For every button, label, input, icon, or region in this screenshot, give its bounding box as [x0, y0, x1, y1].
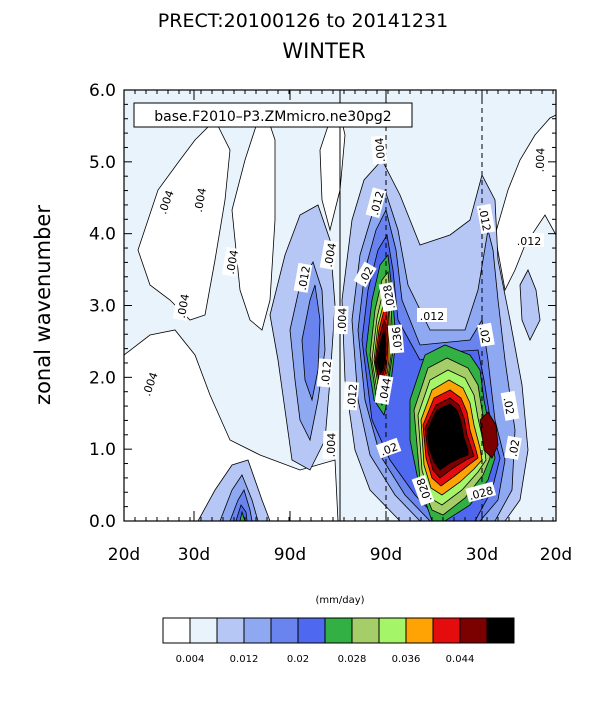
region-044-east-right — [479, 411, 499, 459]
contour-label: .012 — [345, 383, 360, 409]
contour-label: .012 — [319, 360, 334, 386]
x-tick-label: 20d — [540, 545, 572, 565]
contour-label: .012 — [517, 235, 542, 248]
x-tick-label: 30d — [466, 545, 498, 565]
case-label-box — [133, 102, 413, 128]
colorbar-tick-label: 0.036 — [392, 654, 421, 665]
contour-label: .004 — [534, 148, 548, 173]
x-tick-label: 20d — [108, 545, 140, 565]
case-label: base.F2010–P3.ZMmicro.ne30pg2 — [154, 109, 391, 125]
contour-label: .004 — [224, 249, 241, 275]
y-tick-label: 0.0 — [89, 512, 116, 532]
contour-label: .004 — [175, 293, 192, 319]
y-tick-label: 3.0 — [89, 297, 116, 317]
colorbar-swatch — [162, 617, 191, 644]
level-048-regions — [376, 329, 469, 471]
colorbar-swatch — [486, 617, 515, 644]
region-white-mid — [231, 109, 276, 331]
contour-label: .004 — [325, 433, 339, 458]
colorbar-tick-label: 0.02 — [287, 654, 309, 665]
contour-label: .028 — [468, 484, 495, 503]
colorbar-swatch — [189, 617, 218, 644]
contour-label: .044 — [377, 377, 394, 403]
colorbar-swatch — [243, 617, 272, 644]
colorbar-tick-label: 0.028 — [338, 654, 367, 665]
region-024-bottom — [239, 510, 246, 521]
colorbar-tick-label: 0.044 — [446, 654, 475, 665]
contour-label: .004 — [336, 308, 350, 333]
colorbar-tick-label: 0.004 — [176, 654, 205, 665]
x-axis: 20d 30d 90d 90d 30d 20d — [108, 90, 572, 565]
contour-label: .028 — [381, 284, 398, 310]
contour-label: .012 — [476, 206, 493, 232]
colorbar-tick-label: 0.012 — [230, 654, 259, 665]
colorbar-unit-label: (mm/day) — [315, 595, 364, 606]
region-048-east — [426, 403, 469, 471]
contour-label: .012 — [368, 190, 387, 217]
contour-label: .02 — [379, 440, 400, 458]
contour-label: .02 — [477, 325, 493, 344]
colorbar-swatch — [459, 617, 488, 644]
y-tick-label: 5.0 — [89, 153, 116, 173]
colorbar-swatch — [432, 617, 461, 644]
y-tick-label: 1.0 — [89, 440, 116, 460]
colorbar-swatch — [297, 617, 326, 644]
contour-label: .02 — [507, 438, 523, 457]
x-tick-label: 30d — [178, 545, 210, 565]
contour-label: .004 — [322, 242, 339, 268]
y-axis: 0.0 1.0 2.0 3.0 4.0 5.0 6.0 — [89, 81, 556, 532]
region-white-upper-left — [137, 119, 231, 321]
colorbar-swatch — [405, 617, 434, 644]
colorbar — [162, 617, 515, 644]
chart-title: PRECT:20100126 to 20141231 — [158, 10, 448, 32]
y-axis-label: zonal wavenumber — [31, 205, 55, 405]
contour-label: .036 — [390, 326, 405, 352]
y-tick-label: 2.0 — [89, 368, 116, 388]
region-048-west — [376, 329, 386, 375]
chart-subtitle: WINTER — [282, 39, 365, 63]
colorbar-tick-labels: 0.004 0.012 0.02 0.028 0.036 0.044 — [176, 654, 475, 665]
region-white-bottom-left — [124, 329, 339, 521]
y-tick-label: 6.0 — [89, 81, 116, 101]
contour-label: .012 — [296, 265, 313, 291]
x-tick-label: 90d — [370, 545, 402, 565]
x-tick-label: 90d — [274, 545, 306, 565]
colorbar-swatch — [270, 617, 299, 644]
contour-label: .004 — [192, 187, 209, 213]
colorbar-swatch — [324, 617, 353, 644]
contour-label: .02 — [501, 396, 517, 415]
y-tick-label: 4.0 — [89, 225, 116, 245]
region-008-right — [519, 269, 541, 341]
region-016-left — [301, 284, 321, 402]
contour-label: .004 — [373, 137, 388, 163]
contour-label: .012 — [420, 310, 445, 323]
colorbar-swatch — [351, 617, 380, 644]
colorbar-swatch — [378, 617, 407, 644]
colorbar-swatch — [216, 617, 245, 644]
